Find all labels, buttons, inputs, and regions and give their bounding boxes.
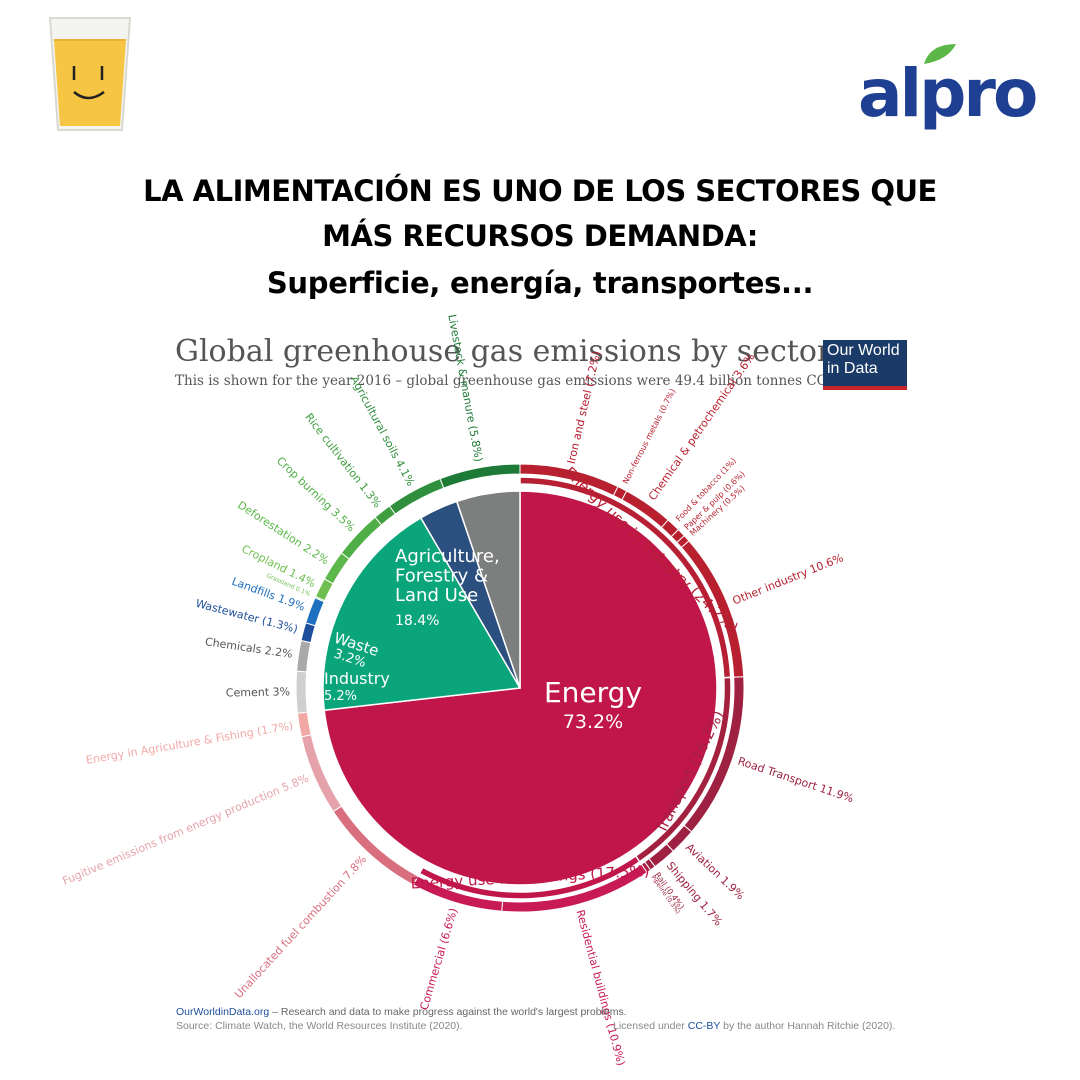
owid-badge: Our World in Data [823,340,907,390]
outer-label-energy-in-agriculture-fishing: Energy in Agriculture & Fishing (1.7%) [85,719,294,767]
headline-line-2: MÁS RECURSOS DEMANDA: [322,219,758,253]
outer-ring-landfills [305,597,325,627]
outer-label-other-industry: Other industry 10.6% [731,551,846,607]
outer-label-residential-buildings: Residential buildings (10.9%) [573,908,627,1067]
outer-label-iron-and-steel: Iron and steel (7.2%) [565,350,604,466]
footer-site-line: OurWorldinData.org – Research and data t… [176,1006,627,1018]
outer-ring-wastewater [300,622,316,644]
outer-label-unallocated-fuel-combustion: Unallocated fuel combustion 7.8% [232,853,369,1001]
footer-site-link[interactable]: OurWorldinData.org [176,1006,270,1018]
owid-badge-line-2: in Data [827,360,878,377]
outer-label-livestock-manure: Livestock & manure (5.8%) [445,313,485,463]
pie-value-energy: 73.2% [563,711,623,733]
chart-subtitle: This is shown for the year 2016 – global… [175,373,855,389]
footer-source: Source: Climate Watch, the World Resourc… [176,1020,463,1032]
outer-ring-cement [295,670,308,714]
pie-slice-agriculture-forestry-land-use [322,516,522,712]
mid-ring-energy-use-in-buildings-17-5 [418,854,641,900]
owid-badge-line-1: Our World [827,342,900,359]
pie-label-energy: Energy [544,676,642,709]
footer-license-pre: Licensed under [613,1020,688,1032]
outer-ring-agricultural-soils [388,478,445,515]
footer-tagline: – Research and data to make progress aga… [269,1006,627,1018]
outer-label-commercial: Commercial (6.6%) [418,906,461,1011]
outer-ring-energy-in-agriculture-fishing [296,711,312,738]
footer-license: Licensed under CC-BY by the author Hanna… [613,1020,895,1032]
pie-value-industry: 5.2% [324,689,357,704]
pie-label-agriculture: Agriculture, Forestry & Land Use [395,546,500,606]
juice-glass-icon [48,17,132,131]
outer-label-fugitive-emissions-from-energy-production: Fugitive emissions from energy productio… [61,772,311,888]
brand-logo: alpro [858,55,1038,132]
leaf-icon [924,44,956,64]
outer-label-road-transport: Road Transport 11.9% [736,754,855,805]
license-link[interactable]: CC-BY [687,1020,721,1032]
pie-label-industry: Industry [324,669,390,688]
pie-slice-industry [455,490,521,689]
headline-line-3: Superficie, energía, transportes... [266,266,814,300]
outer-ring-livestock-manure [439,463,521,489]
pie-value-agriculture: 18.4% [395,613,439,629]
headline-line-1: LA ALIMENTACIÓN ES UNO DE LOS SECTORES Q… [143,174,937,208]
outer-label-cement: Cement 3% [226,685,290,699]
outer-label-chemicals: Chemicals 2.2% [204,635,293,661]
outer-ring-chemicals [296,639,312,673]
chart-title: Global greenhouse gas emissions by secto… [175,334,832,369]
footer-license-post: by the author Hannah Ritchie (2020). [720,1020,896,1032]
